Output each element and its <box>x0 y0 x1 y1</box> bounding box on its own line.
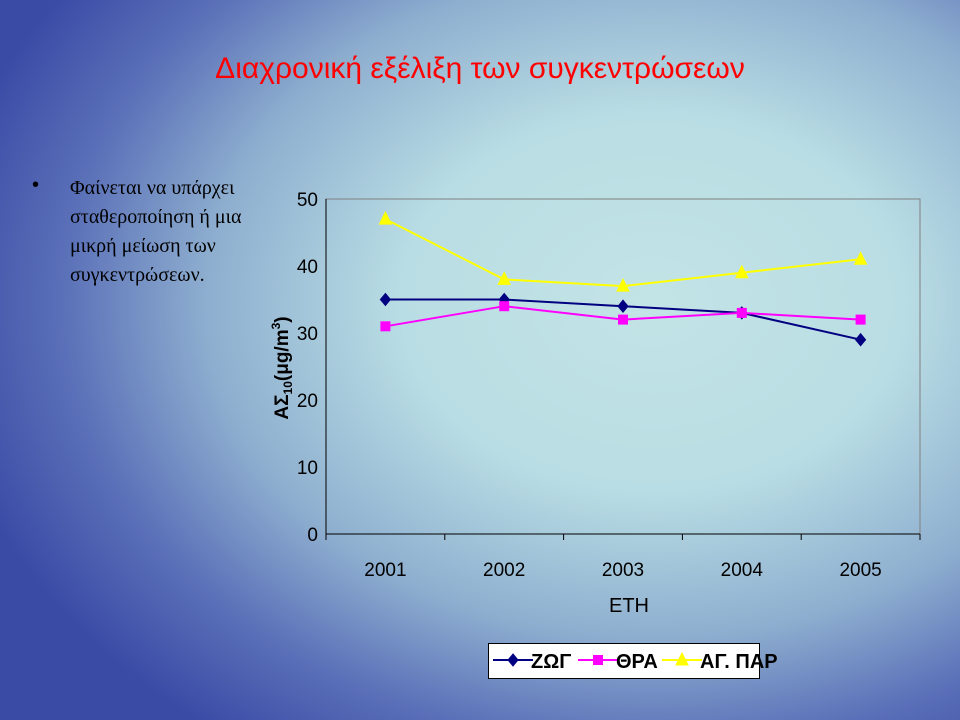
x-ticks: 2001 2002 2003 2004 2005 <box>325 534 921 581</box>
data-point <box>855 314 866 325</box>
data-point <box>618 314 628 325</box>
plot-frame <box>325 198 921 535</box>
data-point <box>854 332 867 347</box>
x-axis-label: ΕΤΗ <box>609 595 649 617</box>
legend-marker <box>507 653 519 667</box>
bullet-text: Φαίνεται να υπάρχει σταθεροποίηση ή μια … <box>70 177 242 286</box>
data-point <box>736 307 747 318</box>
data-point <box>380 321 391 332</box>
y-tick-label: 40 <box>297 257 318 278</box>
data-point <box>734 264 749 279</box>
y-tick-label: 10 <box>297 458 318 479</box>
legend-layer: ΖΩΓ ΘΡΑ ΑΓ. ΠΑΡ <box>493 651 778 673</box>
series-0 <box>379 292 867 347</box>
series-2 <box>378 210 868 292</box>
data-point <box>379 292 392 307</box>
y-tick-label: 50 <box>297 190 318 211</box>
legend-marker <box>675 651 689 666</box>
plot-area <box>325 198 921 535</box>
y-tick-label: 20 <box>297 391 318 412</box>
series-1 <box>380 301 866 332</box>
data-point <box>853 251 868 265</box>
data-point <box>378 210 393 225</box>
slide-title: Διαχρονική εξέλιξη των συγκεντρώσεων <box>215 52 745 85</box>
legend-marker <box>593 655 603 665</box>
x-tick-label: 2001 <box>364 560 406 581</box>
x-tick-label: 2004 <box>721 560 764 581</box>
x-tick-label: 2003 <box>602 560 644 581</box>
y-tick-label: 30 <box>297 324 318 345</box>
data-point <box>499 301 510 312</box>
bullet-dot-icon: • <box>32 174 40 196</box>
legend-label: ΘΡΑ <box>616 651 658 673</box>
series-layer <box>378 210 868 347</box>
y-ticks: 0 10 20 30 40 50 <box>297 190 318 546</box>
y-axis-label: ΑΣ10(μg/m3) <box>269 316 295 419</box>
series-line <box>384 218 861 288</box>
legend-label: ΖΩΓ <box>531 651 571 673</box>
x-tick-label: 2005 <box>839 560 881 581</box>
legend-label: ΑΓ. ΠΑΡ <box>700 651 778 673</box>
y-tick-label: 0 <box>307 525 318 546</box>
data-point <box>497 271 512 285</box>
chart-legend-box <box>488 643 760 679</box>
x-tick-label: 2002 <box>483 560 525 581</box>
data-point <box>617 299 629 313</box>
data-point <box>616 277 630 292</box>
